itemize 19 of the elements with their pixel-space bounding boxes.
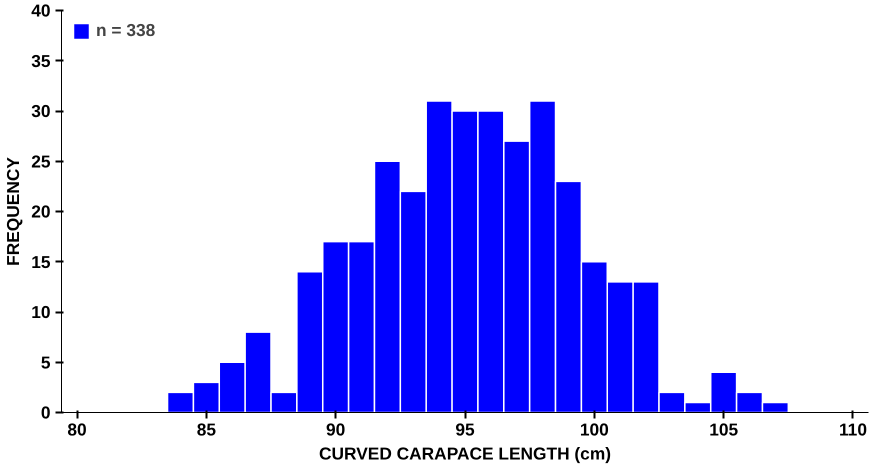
y-tick-label: 40	[31, 0, 51, 20]
x-tick-label: 100	[580, 420, 609, 440]
legend-label: n = 338	[96, 20, 156, 41]
x-tick-label: 80	[67, 420, 87, 440]
x-tick-label: 85	[196, 420, 216, 440]
y-tick-label: 30	[31, 101, 51, 121]
y-tick-label: 0	[40, 402, 51, 422]
x-tick-label: 95	[455, 420, 475, 440]
y-tick-label: 25	[31, 151, 51, 172]
y-tick-label: 35	[31, 50, 51, 71]
y-axis-title: FREQUENCY	[3, 156, 24, 266]
y-tick-label: 20	[31, 202, 51, 222]
x-tick-label: 110	[839, 420, 867, 440]
x-tick-label: 105	[709, 420, 738, 440]
x-axis-title: CURVED CARAPACE LENGTH (cm)	[318, 444, 612, 464]
y-tick-label: 5	[40, 352, 51, 372]
y-tick-label: 10	[31, 302, 51, 322]
y-tick-label: 15	[31, 252, 51, 272]
x-tick-label: 90	[326, 420, 346, 440]
